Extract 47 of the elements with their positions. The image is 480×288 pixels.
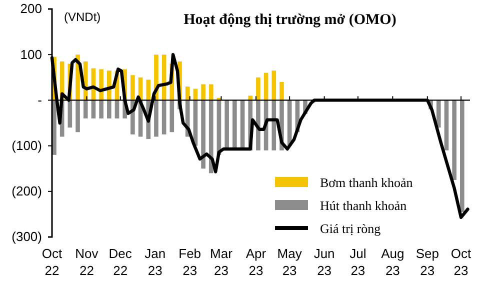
bar	[185, 86, 190, 100]
x-tick-label: Mar 23	[210, 246, 234, 278]
chart-title: Hoạt động thị trường mở (OMO)	[184, 12, 396, 28]
bar	[154, 100, 158, 137]
bar	[280, 82, 284, 100]
bar	[436, 100, 441, 128]
bar	[460, 100, 464, 212]
x-tick-label: Feb 23	[178, 246, 202, 278]
bar	[170, 100, 174, 132]
bar	[272, 70, 276, 100]
y-tick-label: 200	[20, 1, 42, 16]
bar	[106, 100, 112, 118]
bar	[256, 77, 260, 100]
bar	[130, 75, 135, 100]
bar	[146, 80, 151, 100]
x-tick-label: Jun 23	[314, 246, 335, 278]
x-tick-label: Oct 22	[42, 246, 62, 278]
x-tick-label: Jan 23	[144, 246, 166, 278]
y-tick-label: (100)	[12, 138, 42, 153]
legend-label: Bơm thanh khoản	[320, 175, 414, 190]
bar	[208, 100, 214, 174]
legend-label: Giá trị ròng	[320, 221, 382, 236]
y-tick-label: 100	[20, 46, 42, 62]
bar	[452, 100, 456, 180]
bar	[444, 100, 449, 150]
bar	[99, 100, 104, 118]
x-tick-label: Aug 23	[381, 246, 404, 278]
y-tick-label: (200)	[12, 184, 42, 199]
bar	[201, 100, 206, 169]
bar	[208, 84, 214, 100]
x-tick-label: Oct 23	[450, 246, 472, 278]
x-tick-label: Jul 23	[350, 246, 366, 278]
bar	[162, 100, 166, 134]
bar	[201, 84, 206, 100]
x-tick-label: Apr 23	[246, 246, 267, 278]
legend-label: Hút thanh khoản	[320, 198, 408, 213]
x-tick-label: Dec 22	[108, 246, 132, 278]
x-tick-label: Sep 23	[416, 246, 439, 278]
bar	[83, 100, 88, 118]
y-tick-label: -	[38, 92, 42, 108]
bar	[272, 100, 276, 150]
x-tick-label: May 23	[277, 246, 302, 278]
y-tick-label: (300)	[12, 229, 42, 244]
bar	[264, 72, 268, 100]
x-tick-label: Nov 22	[75, 246, 99, 278]
bar	[76, 100, 80, 132]
y-axis-title: (VNDt)	[64, 10, 101, 24]
